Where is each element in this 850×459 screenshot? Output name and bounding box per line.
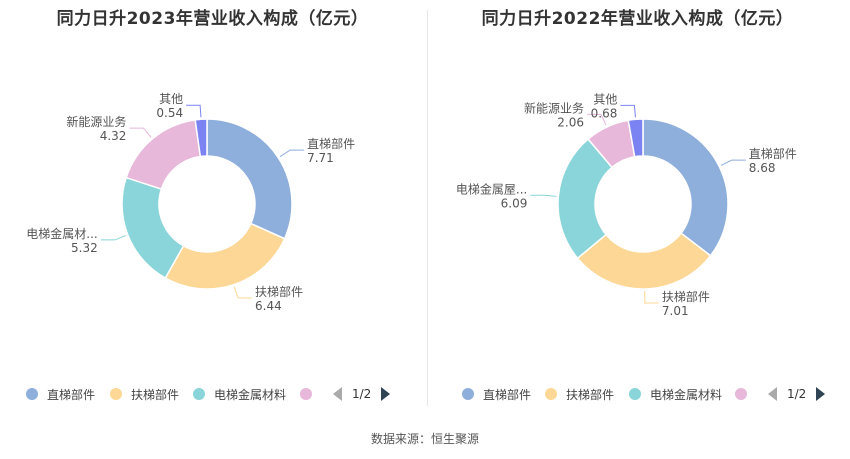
leader-line (720, 159, 746, 166)
panel-divider (427, 10, 428, 406)
legend-item-jinshu[interactable]: 电梯金属材料 (629, 383, 722, 405)
slice-label: 扶梯部件 (662, 289, 710, 304)
slice-label: 新能源业务 (524, 100, 584, 115)
legend-item-jinshu[interactable]: 电梯金属材料 (193, 383, 286, 405)
data-source: 数据来源：恒生聚源 (370, 432, 479, 446)
slice-label: 新能源业务 (66, 114, 126, 129)
slice-value-label: 5.32 (71, 241, 98, 255)
pie-slice[interactable] (642, 118, 729, 257)
leader-line (586, 113, 607, 126)
slice-value-label: 0.68 (591, 106, 618, 120)
legend-pager: 1/2 (768, 383, 826, 405)
legend-marker (193, 388, 205, 400)
legend-marker (26, 388, 38, 400)
chart-panel-2023: 同力日升2023年营业收入构成（亿元） 直梯部件 7.71 扶梯部件 6.44 电梯金属… (0, 0, 425, 410)
slice-value-label: 4.32 (100, 129, 127, 143)
legend-marker (462, 388, 474, 400)
legend-label: 电梯金属材料 (214, 387, 287, 402)
legend-marker (300, 388, 312, 400)
legend-marker (545, 388, 557, 400)
slice-label: 电梯金属材... (26, 226, 97, 241)
pie-slice[interactable] (194, 118, 208, 158)
next-page-icon[interactable] (816, 387, 826, 401)
leader-line (644, 290, 659, 304)
slice-value-label: 6.44 (255, 299, 282, 313)
slice-label: 电梯金属屋... (456, 181, 527, 196)
slice-value-label: 7.01 (662, 304, 689, 318)
leader-line (620, 104, 636, 118)
slice-value-label: 2.06 (557, 115, 584, 129)
slice-label: 直梯部件 (307, 136, 355, 151)
leader-line (279, 149, 305, 158)
legend-label: 扶梯部件 (131, 387, 180, 402)
legend-item-futi[interactable]: 扶梯部件 (110, 383, 179, 405)
legend-marker (110, 388, 122, 400)
legend: 直梯部件 扶梯部件 电梯金属材料 1/2 (425, 383, 850, 405)
slice-value-label: 6.09 (501, 196, 528, 210)
leader-line (100, 235, 127, 241)
legend-label: 直梯部件 (483, 387, 532, 402)
pager-text: 1/2 (352, 387, 372, 401)
legend-item-zhiti[interactable]: 直梯部件 (26, 383, 95, 405)
slice-label: 直梯部件 (749, 146, 797, 161)
slice-label: 其他 (159, 92, 183, 106)
slice-value-label: 0.54 (156, 106, 183, 120)
legend-item-more[interactable] (300, 383, 312, 405)
legend-item-zhiti[interactable]: 直梯部件 (462, 383, 531, 405)
slice-value-label: 7.71 (307, 151, 334, 165)
legend-item-more[interactable] (735, 383, 747, 405)
chart-title: 同力日升2023年营业收入构成（亿元） (56, 9, 369, 29)
pie-slice[interactable] (576, 232, 712, 290)
pie-slice[interactable] (121, 176, 185, 280)
pie-slice[interactable] (125, 118, 202, 191)
legend-pager: 1/2 (333, 383, 391, 405)
leader-line (186, 104, 202, 118)
pie-slice[interactable] (164, 222, 286, 290)
leader-line (233, 286, 253, 299)
legend-label: 扶梯部件 (566, 387, 615, 402)
leader-line (530, 194, 557, 197)
leader-line (129, 127, 152, 138)
legend-marker (629, 388, 641, 400)
next-page-icon[interactable] (381, 387, 391, 401)
chart-panel-2022: 同力日升2022年营业收入构成（亿元） 直梯部件 8.68 扶梯部件 7.01 电梯金属… (425, 0, 850, 410)
pager-text: 1/2 (787, 387, 807, 401)
slice-value-label: 8.68 (749, 161, 776, 175)
legend-item-futi[interactable]: 扶梯部件 (545, 383, 614, 405)
pie-slice[interactable] (206, 118, 293, 240)
legend-label: 电梯金属材料 (650, 387, 723, 402)
prev-page-icon[interactable] (333, 387, 342, 401)
pie-slice[interactable] (627, 118, 644, 158)
legend-marker (735, 388, 747, 400)
slice-label: 其他 (593, 92, 617, 106)
legend: 直梯部件 扶梯部件 电梯金属材料 1/2 (0, 383, 425, 405)
prev-page-icon[interactable] (768, 387, 777, 401)
chart-title: 同力日升2022年营业收入构成（亿元） (481, 9, 794, 29)
legend-label: 直梯部件 (47, 387, 96, 402)
slice-label: 扶梯部件 (255, 284, 303, 299)
pie-slice[interactable] (557, 138, 614, 260)
